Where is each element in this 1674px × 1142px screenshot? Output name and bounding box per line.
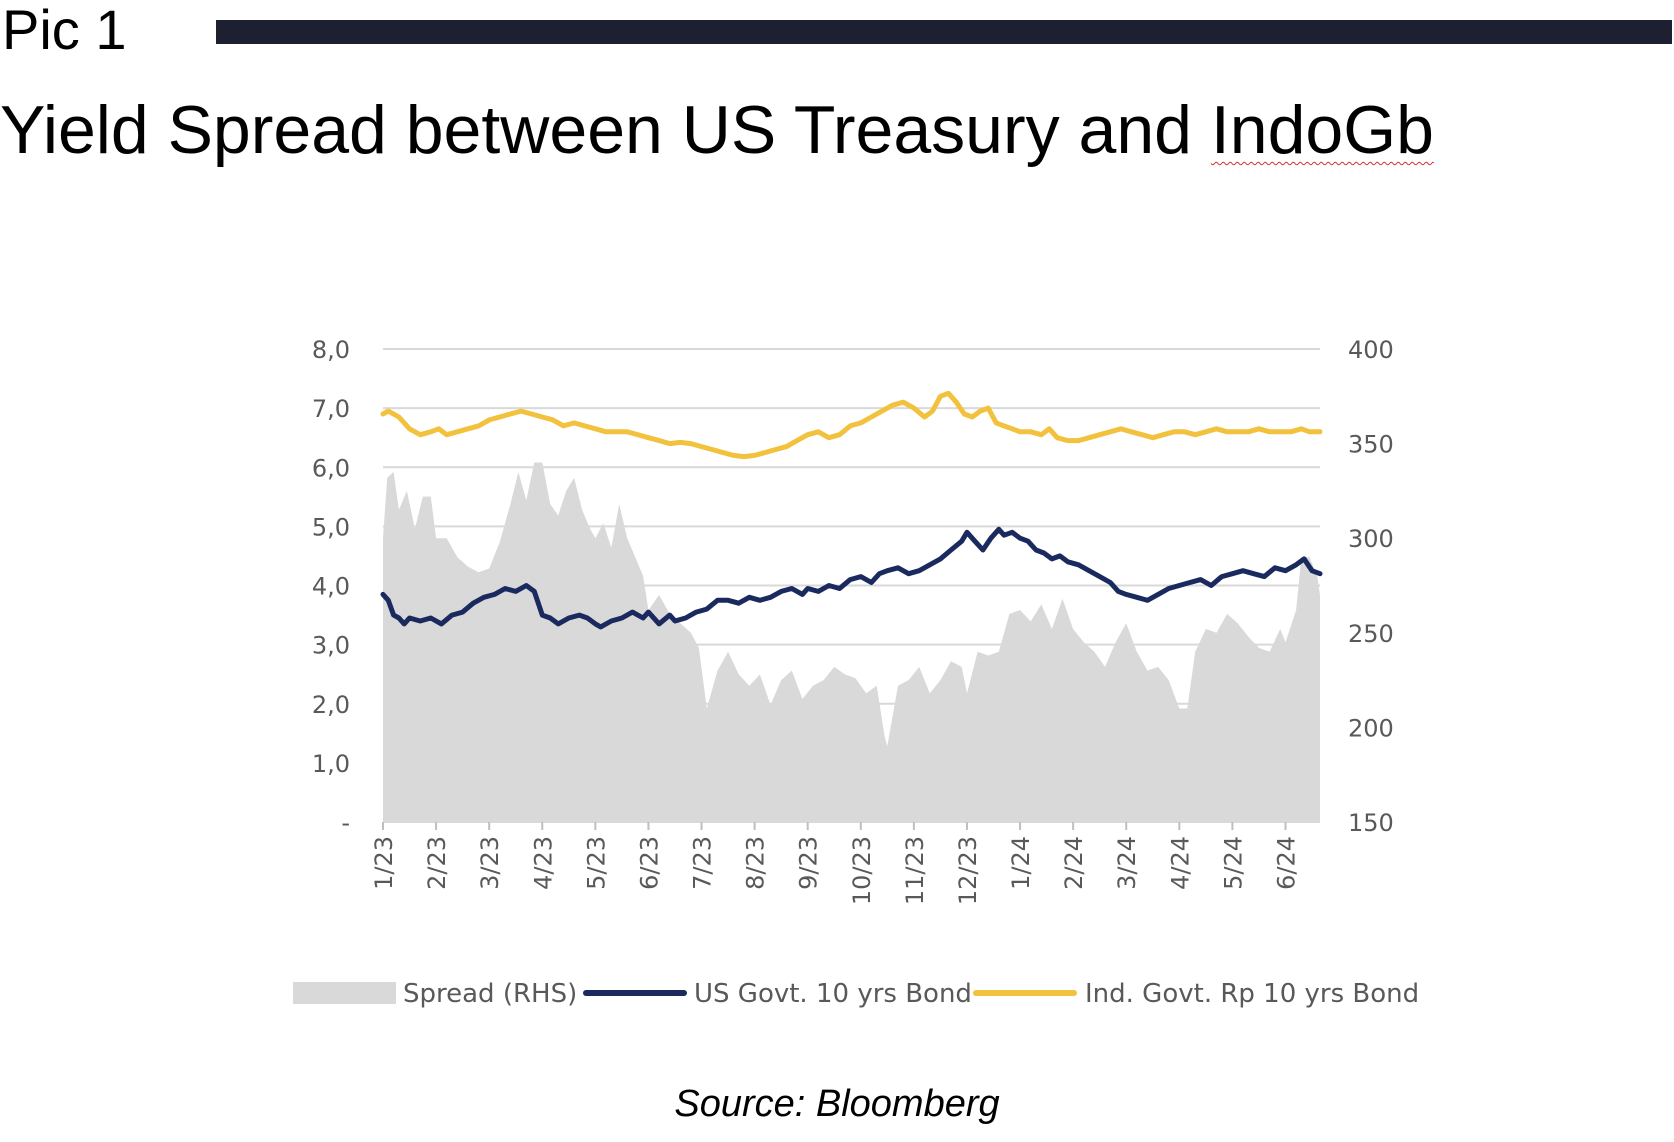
x-tick-label: 6/24 — [1272, 836, 1300, 890]
pic-label: Pic 1 — [2, 0, 127, 61]
y-left-tick-label: 8,0 — [312, 336, 350, 364]
us-bond-line — [380, 526, 1323, 630]
y-right-tick-label: 250 — [1348, 620, 1394, 648]
x-tick-label: 12/23 — [954, 836, 982, 905]
y-left-tick-label: 1,0 — [312, 750, 350, 778]
line-series — [380, 390, 1323, 630]
x-tick-label: 10/23 — [848, 836, 876, 905]
x-tick-label: 4/23 — [529, 836, 557, 890]
x-tick-label: 5/23 — [582, 836, 610, 890]
chart-title-word: IndoGb — [1210, 92, 1434, 168]
chart-title-main: Yield Spread between US Treasury and — [0, 92, 1211, 168]
legend-spread-label: Spread (RHS) — [403, 979, 577, 1009]
x-tick-label: 6/23 — [635, 836, 663, 890]
y-left-tick-label: 3,0 — [312, 632, 350, 660]
x-tick-label: 2/24 — [1060, 836, 1088, 890]
x-tick-label: 3/24 — [1113, 836, 1141, 890]
legend-spread-swatch — [293, 982, 396, 1004]
legend-us-label: US Govt. 10 yrs Bond — [694, 979, 972, 1009]
spread-area-series — [383, 462, 1320, 822]
x-tick-label: 1/23 — [370, 836, 398, 890]
y-left-tick-label: 7,0 — [312, 395, 350, 423]
x-tick-label: 4/24 — [1166, 836, 1194, 890]
y-right-tick-label: 400 — [1348, 336, 1394, 364]
legend: Spread (RHS) US Govt. 10 yrs Bond Ind. Gov… — [293, 979, 1419, 1009]
y-left-tick-label: 4,0 — [312, 573, 350, 601]
legend-ind-label: Ind. Govt. Rp 10 yrs Bond — [1085, 979, 1419, 1009]
y-right-tick-label: 350 — [1348, 431, 1394, 459]
y-left-tick-label: - — [341, 809, 350, 837]
x-tick-label: 5/24 — [1219, 836, 1247, 890]
x-tick-label: 8/23 — [742, 836, 770, 890]
y-left-tick-label: 6,0 — [312, 454, 350, 482]
y-right-tick-label: 300 — [1348, 525, 1394, 553]
header-bar — [216, 20, 1672, 44]
y-right-tick-label: 200 — [1348, 714, 1394, 742]
y-right-tick-label: 150 — [1348, 809, 1394, 837]
x-tick-label: 7/23 — [689, 836, 717, 890]
ind-bond-line — [380, 390, 1323, 460]
axes: 8,0 7,0 6,0 5,0 4,0 3,0 2,0 1,0 - 400 350 300 250 200… — [312, 336, 1394, 905]
source-note: Source: Bloomberg — [674, 1083, 1000, 1125]
x-tick-label: 1/24 — [1007, 836, 1035, 890]
x-tick-label: 2/23 — [423, 836, 451, 890]
chart-title: Yield Spread between US Treasury and Ind… — [0, 90, 1434, 170]
y-left-tick-label: 5,0 — [312, 513, 350, 541]
x-tick-label: 3/23 — [476, 836, 504, 890]
x-tick-label: 9/23 — [795, 836, 823, 890]
y-left-tick-label: 2,0 — [312, 691, 350, 719]
x-tick-label: 11/23 — [901, 836, 929, 905]
spread-area — [383, 462, 1320, 822]
